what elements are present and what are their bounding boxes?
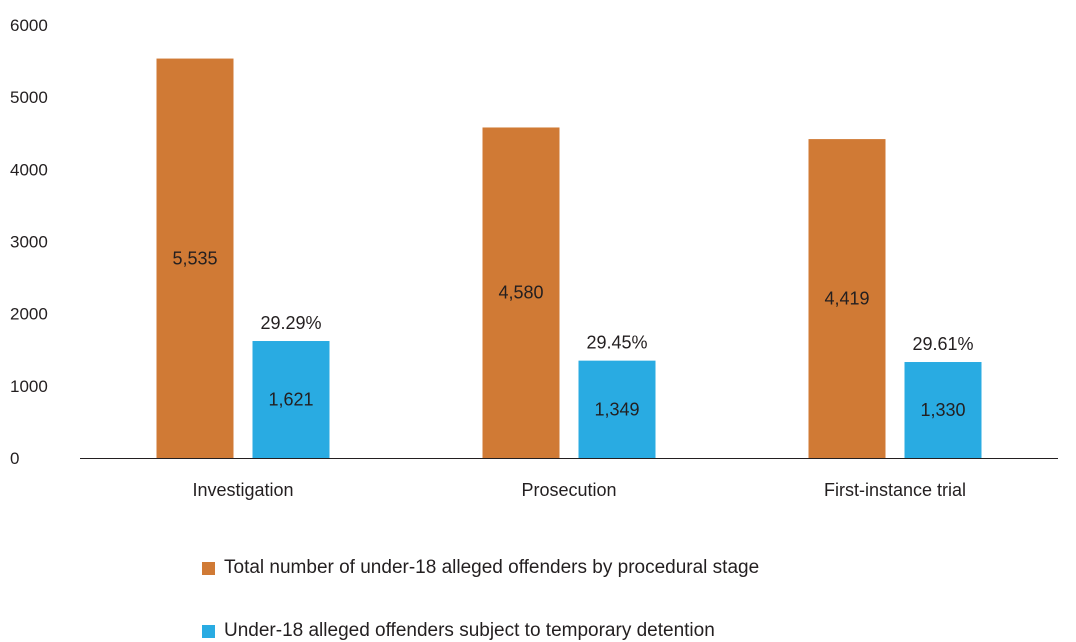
legend-item-total: Total number of under-18 alleged offende…: [202, 557, 759, 579]
y-tick-label: 4000: [10, 160, 48, 179]
bar-value-label: 1,330: [920, 400, 965, 420]
legend-swatch-total: [202, 561, 215, 575]
y-tick-label: 5000: [10, 88, 48, 107]
bar: [578, 360, 656, 458]
legend-swatch-detention: [202, 624, 215, 638]
bar: [482, 127, 560, 458]
bar-percent-label: 29.45%: [586, 333, 647, 353]
bar-value-label: 5,535: [172, 248, 217, 268]
bar-percent-label: 29.61%: [912, 334, 973, 354]
x-category-label: Investigation: [192, 480, 293, 500]
bar-value-label: 4,419: [824, 289, 869, 309]
x-category-label: Prosecution: [521, 480, 616, 500]
legend-item-detention: Under-18 alleged offenders subject to te…: [202, 620, 715, 642]
bar: [904, 362, 982, 458]
legend-label-total: Total number of under-18 alleged offende…: [224, 557, 760, 578]
bar: [808, 139, 886, 458]
bar-percent-label: 29.29%: [260, 313, 321, 333]
bars-group: 5,535 1,621 29.29% 4,580 1,349 29.45% 4,419 1,3…: [156, 58, 982, 459]
bar: [156, 58, 234, 459]
y-tick-label: 6000: [10, 16, 48, 35]
bar-value-label: 1,621: [268, 390, 313, 410]
y-tick-label: 1000: [10, 377, 48, 396]
y-axis-ticks: 0 1000 2000 3000 4000 5000 6000: [10, 16, 48, 468]
x-category-label: First-instance trial: [824, 480, 966, 500]
legend-label-detention: Under-18 alleged offenders subject to te…: [224, 620, 715, 641]
bar: [252, 341, 330, 458]
x-axis-categories: Investigation Prosecution First-instance t…: [192, 480, 966, 500]
y-tick-label: 3000: [10, 233, 48, 252]
bar-value-label: 1,349: [594, 399, 639, 419]
y-tick-label: 2000: [10, 305, 48, 324]
bar-value-label: 4,580: [498, 283, 543, 303]
y-tick-label: 0: [10, 449, 19, 468]
